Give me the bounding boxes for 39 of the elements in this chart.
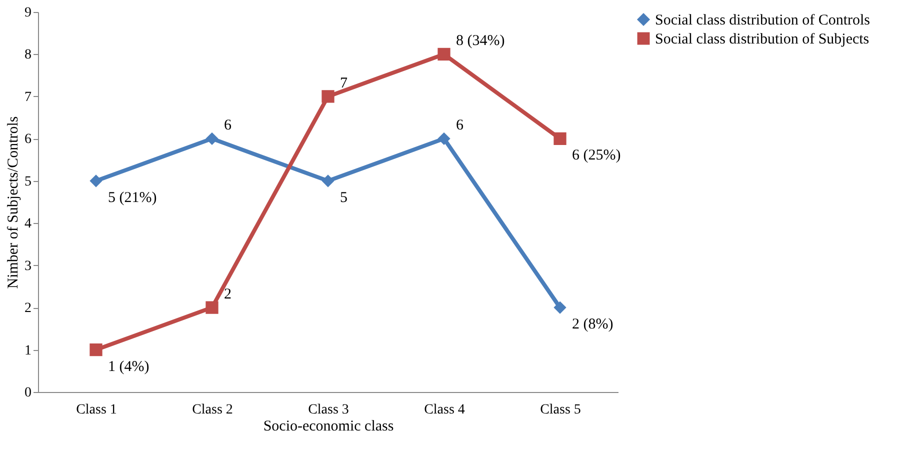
data-label: 6 (25%)	[572, 148, 621, 164]
data-label: 7	[340, 75, 348, 92]
x-tick-label: Class 2	[192, 402, 233, 418]
y-tick-label: 9	[24, 6, 32, 20]
y-tick-label: 7	[24, 90, 32, 105]
data-label: 8 (34%)	[456, 33, 505, 50]
data-label: 2	[224, 286, 232, 303]
data-label: 1 (4%)	[108, 358, 150, 375]
point	[438, 132, 450, 145]
x-tick-label: Class 5	[540, 402, 581, 418]
y-tick-label: 2	[24, 301, 32, 316]
point	[90, 174, 102, 188]
y-tick-label: 3	[24, 258, 32, 274]
point	[554, 132, 566, 145]
point	[322, 174, 334, 188]
point	[90, 343, 102, 356]
point	[438, 48, 450, 61]
x-axis-title: Socio-economic class	[263, 418, 394, 434]
data-label: 5	[340, 190, 348, 206]
data-label: 2 (8%)	[572, 316, 614, 333]
y-tick-label: 5	[24, 174, 32, 190]
legend-label: Social class distribution of Subjects	[655, 32, 870, 48]
y-tick-label: 0	[24, 386, 32, 400]
x-tick-label: Class 4	[424, 402, 465, 418]
x-tick-label: Class 1	[76, 402, 117, 418]
point	[554, 301, 566, 314]
y-axis-title: Nimber of Subjects/Controls	[6, 116, 22, 289]
x-tick-label: Class 3	[308, 402, 349, 418]
point	[206, 132, 218, 145]
legend-label: Social class distribution of Controls	[655, 12, 870, 28]
data-label: 6	[456, 118, 464, 134]
data-label: 5 (21%)	[108, 190, 157, 206]
y-tick-label: 1	[24, 343, 32, 358]
y-tick-label: 8	[24, 48, 32, 63]
y-tick-label: 6	[24, 132, 32, 148]
y-tick-label: 4	[24, 216, 32, 232]
point	[322, 90, 334, 103]
data-label: 6	[224, 118, 232, 134]
point	[206, 301, 218, 314]
